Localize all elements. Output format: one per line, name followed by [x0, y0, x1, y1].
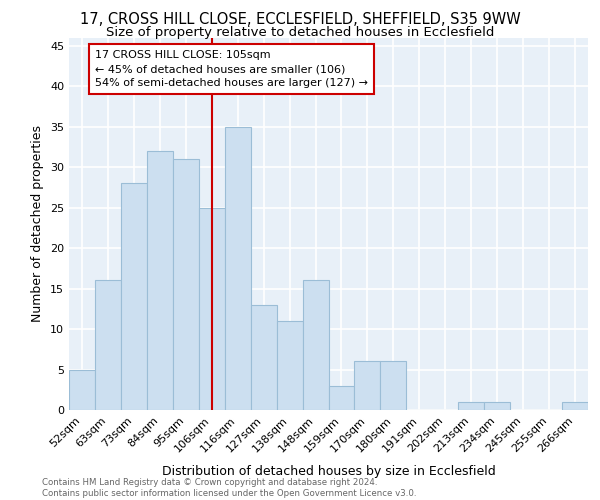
- Bar: [225, 126, 251, 410]
- Bar: [458, 402, 484, 410]
- Bar: [173, 159, 199, 410]
- Bar: [562, 402, 588, 410]
- Bar: [69, 370, 95, 410]
- Bar: [95, 280, 121, 410]
- Y-axis label: Number of detached properties: Number of detached properties: [31, 125, 44, 322]
- Bar: [484, 402, 510, 410]
- Text: Size of property relative to detached houses in Ecclesfield: Size of property relative to detached ho…: [106, 26, 494, 39]
- Bar: [277, 321, 302, 410]
- Bar: [199, 208, 224, 410]
- Bar: [355, 362, 380, 410]
- Bar: [251, 304, 277, 410]
- Bar: [329, 386, 355, 410]
- X-axis label: Distribution of detached houses by size in Ecclesfield: Distribution of detached houses by size …: [161, 465, 496, 478]
- Text: 17 CROSS HILL CLOSE: 105sqm
← 45% of detached houses are smaller (106)
54% of se: 17 CROSS HILL CLOSE: 105sqm ← 45% of det…: [95, 50, 368, 88]
- Bar: [147, 151, 173, 410]
- Bar: [302, 280, 329, 410]
- Bar: [121, 184, 147, 410]
- Text: 17, CROSS HILL CLOSE, ECCLESFIELD, SHEFFIELD, S35 9WW: 17, CROSS HILL CLOSE, ECCLESFIELD, SHEFF…: [80, 12, 520, 28]
- Text: Contains HM Land Registry data © Crown copyright and database right 2024.
Contai: Contains HM Land Registry data © Crown c…: [42, 478, 416, 498]
- Bar: [380, 362, 406, 410]
